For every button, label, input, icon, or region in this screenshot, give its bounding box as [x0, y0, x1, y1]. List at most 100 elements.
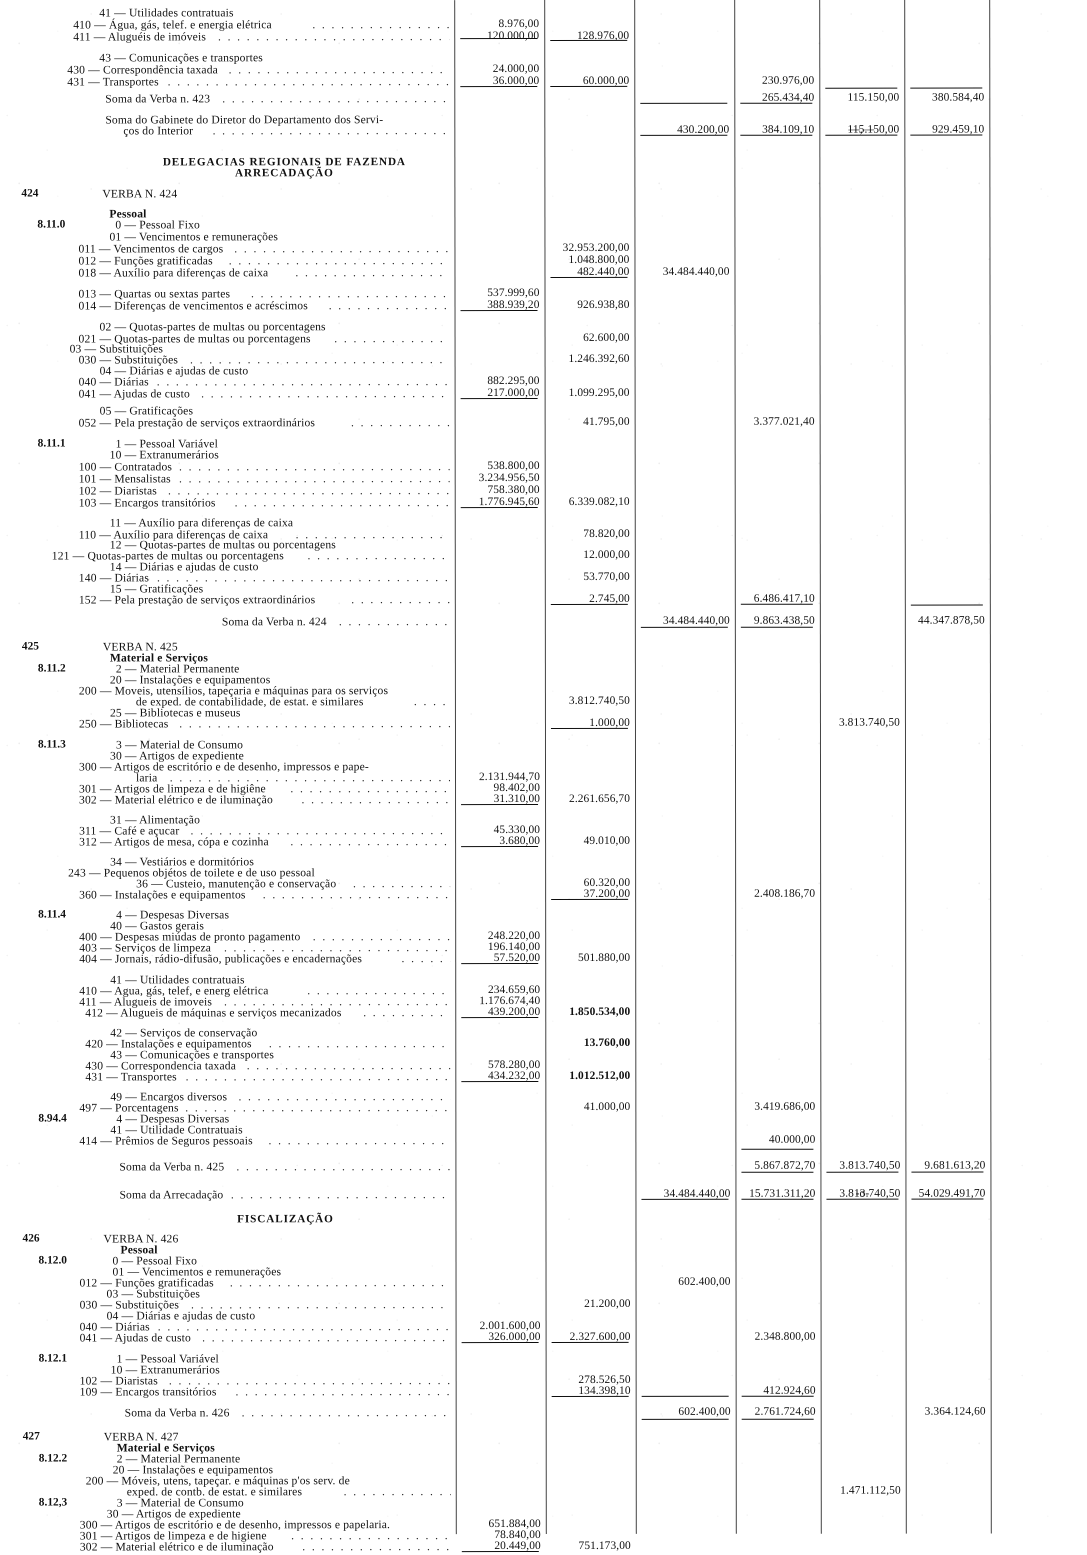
amount-col-4: 230.976,00: [762, 74, 815, 87]
row-label: Soma da Verba n. 423: [105, 92, 211, 106]
sum-underline: [640, 626, 728, 629]
ledger-row: 041 — Ajudas de custo . . . . . . . . . .…: [0, 386, 1087, 402]
amount-col-2: 6.339.082,10: [568, 495, 630, 508]
row-label: Soma da Verba n. 424: [221, 615, 327, 629]
amount-col-2: 1.099.295,00: [568, 386, 630, 399]
amount-col-3: 34.484.440,00: [663, 614, 730, 627]
amount-col-2: 1.048.800,00: [568, 253, 630, 266]
section-heading: FISCALIZAÇÃO: [237, 1213, 334, 1226]
amount-col-4: 40.000,00: [768, 1133, 816, 1146]
amount-col-2: 926.938,80: [577, 298, 630, 311]
leader-dots: . . . . . . . . . . . . . . . . . . . . …: [290, 835, 450, 849]
ledger-row: 424 VERBA N. 424: [0, 186, 1086, 202]
ledger-row: ços do Interior . . . . . . . . . . . . .…: [0, 123, 1086, 139]
row-label: 250 — Bibliotecas: [78, 717, 169, 731]
sum-underline: [460, 310, 538, 312]
ledger-row: 041 — Ajudas de custo . . . . . . . . . .…: [1, 1330, 1087, 1346]
sum-underline: [740, 102, 813, 105]
ledger-row: Soma da Verba n. 426 . . . . . . . . . . …: [1, 1405, 1087, 1421]
leader-dots: . . . . . . . . . . . . . . . . . .: [351, 593, 450, 607]
sum-underline: [640, 134, 728, 137]
sum-underline: [460, 398, 538, 400]
amount-col-5: 3.813.740,50: [839, 1159, 901, 1172]
ledger-row: Soma da Verba n. 423 . . . . . . . . . . …: [0, 91, 1086, 107]
leader-dots: . . . . . . . . . . . . . . . . . . . . …: [202, 1331, 450, 1345]
sum-underline: [911, 1171, 984, 1174]
verba-code: 424: [21, 187, 39, 200]
account-code: 8.11.0: [37, 218, 66, 231]
leader-dots: . . . . . . . . . . . . . . . . . . . . …: [241, 1406, 451, 1420]
leader-dots: . . . . . . . . . . . . . . . . . . . . …: [234, 496, 450, 510]
ledger-row: 404 — Jornais, rádio-difusão, publicaçõe…: [0, 951, 1087, 967]
sum-underline: [741, 1418, 814, 1421]
row-label: 431 — Transportes: [67, 75, 159, 89]
ledger-row: 014 — Diferenças de vencimentos e acrésc…: [0, 298, 1087, 314]
leader-dots: . . . . . . . . . . . . . . . . . . . . …: [185, 1070, 451, 1084]
amount-col-4: 5.867.872,70: [754, 1159, 816, 1172]
row-label: 302 — Material elétrico e de iluminação: [79, 1540, 274, 1554]
leader-dots: . . . . . . . . . . . . . . . . . . . . …: [302, 1540, 451, 1554]
sum-underline: [461, 1017, 539, 1019]
row-label: 018 — Auxílio para diferenças de caixa: [78, 266, 269, 280]
leader-dots: . . . . . . . . . . . . . . . . . . . . …: [295, 266, 449, 280]
row-label: 109 — Encargos transitórios: [79, 1385, 217, 1399]
leader-dots: . . . . . . . . . . . . . . . . . . . . …: [230, 1188, 451, 1202]
ledger-row: 302 — Material elétrico e de iluminação.…: [0, 792, 1087, 808]
sum-underline: [641, 1395, 729, 1398]
leader-dots: . . . . . . . . . . . . . . . . . . . . …: [212, 124, 450, 138]
sum-underline: [825, 87, 898, 90]
amount-col-5: 115.150,00: [847, 91, 900, 104]
sum-underline: [641, 1418, 729, 1421]
amount-col-2: 1.850.534,00: [569, 1005, 631, 1018]
sum-underline: [550, 603, 628, 606]
amount-col-2: 501.880,00: [577, 951, 631, 964]
row-label: 302 — Material elétrico e de iluminação: [79, 793, 273, 807]
sum-underline: [741, 1148, 814, 1151]
sum-underline: [910, 134, 983, 137]
leader-dots: . . . . . . . . . . . . . . . . . . . . …: [301, 793, 451, 807]
ledger-row: 250 — Bibliotecas . . . . . . . . . . . .…: [0, 716, 1087, 732]
sum-underline: [460, 86, 538, 88]
sum-underline: [460, 38, 538, 40]
sum-underline: [550, 727, 628, 730]
leader-dots: . . . . . . . . . . . . . . . . . . . . …: [262, 888, 450, 902]
amount-col-2: 1.012.512,00: [569, 1069, 631, 1082]
ledger-row: Soma da Verba n. 424 . . . . . . . . . . …: [0, 614, 1087, 630]
sum-underline: [825, 134, 898, 137]
amount-col-4: 2.761.724,60: [754, 1405, 816, 1418]
sum-underline: [741, 1395, 814, 1398]
leader-dots: . . . . . . . . . . . . . . . . . . . . …: [167, 75, 450, 89]
sum-underline: [551, 1395, 629, 1398]
row-label: 041 — Ajudas de custo: [78, 387, 190, 401]
ledger-row: 052 — Pela prestação de serviços extraor…: [0, 415, 1087, 431]
ledger-row: Soma da Arrecadação . . . . . . . . . . .…: [0, 1187, 1087, 1203]
sum-underline: [910, 604, 983, 607]
row-label: Soma da Verba n. 426: [124, 1406, 230, 1420]
sum-underline: [741, 1171, 814, 1174]
leader-dots: . . . . . . . . . . . . . . . . . . . . …: [201, 387, 449, 401]
sum-underline: [461, 804, 539, 806]
section-headings: DELEGACIAS REGIONAIS DE FAZENDA ARRECADAÇ…: [0, 0, 1086, 1225]
amount-col-2: 751.173,00: [578, 1539, 631, 1552]
row-label: 014 — Diferenças de vencimentos e acrésc…: [78, 299, 308, 313]
ledger-row: 412 — Alugueis de máquinas e serviços me…: [0, 1005, 1087, 1021]
ledger-row: 360 — Instalações e equipamentos . . . . …: [0, 887, 1087, 903]
sum-underline: [550, 39, 628, 42]
row-label: 360 — Instalações e equipamentos: [79, 888, 246, 902]
sum-underline: [640, 102, 728, 105]
sum-underline: [826, 1171, 899, 1174]
row-label: 431 — Transportes: [85, 1070, 177, 1084]
sum-underline: [550, 276, 628, 279]
sum-underline: [461, 963, 539, 965]
sum-underline: [740, 626, 813, 629]
row-label: ços do Interior: [123, 124, 194, 138]
amount-col-1: 537.999,60: [487, 287, 540, 300]
ledger-row: 411 — Aluguéis de imóveis . . . . . . . .…: [0, 29, 1086, 45]
row-label: 152 — Pela prestação de serviços extraor…: [78, 593, 316, 607]
row-label: 103 — Encargos transitórios: [78, 496, 216, 510]
row-label: 411 — Aluguéis de imóveis: [73, 30, 207, 44]
sum-underline: [461, 1342, 539, 1344]
leader-dots: . . . . . . . . . . . . . . . .: [363, 1006, 450, 1020]
amount-col-2: 49.010,00: [583, 834, 631, 847]
